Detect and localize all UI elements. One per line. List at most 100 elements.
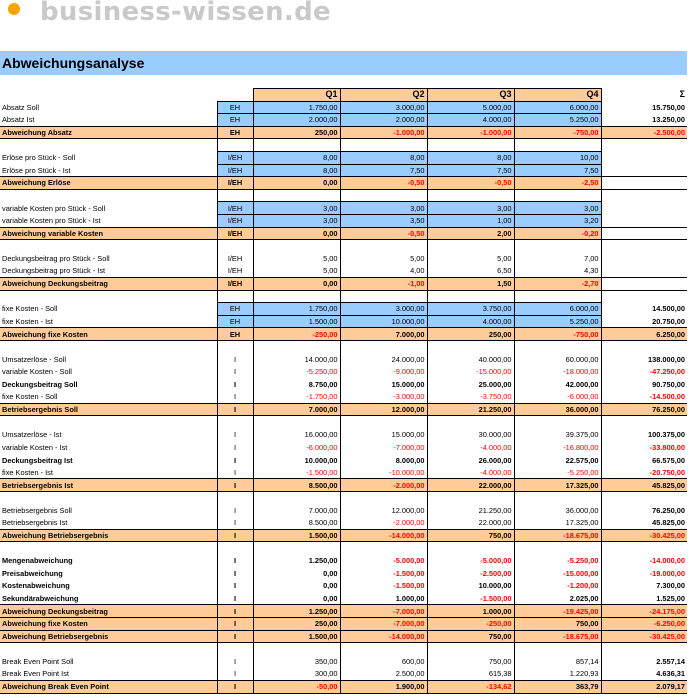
row-label: Mengenabweichung <box>2 556 73 566</box>
table-row: Sekundärabweichung I 0,00 1.000,00 -1.500,00… <box>0 592 687 605</box>
row-q4-value: 3,20 <box>513 213 602 228</box>
row-label: Kostenabweichung <box>2 581 70 591</box>
table-row: Betriebsergebnis Ist I 8.500,00 -2.000,00 22… <box>0 516 687 530</box>
row-unit: I <box>216 516 254 530</box>
spacer-cell <box>0 643 217 656</box>
row-q3-value: 10.000,00 <box>426 579 515 593</box>
row-q4-value: 42.000,00 <box>513 378 602 391</box>
row-unit: I/EH <box>216 252 254 265</box>
table-row: Abweichung Deckungsbeitrag I/EH 0,00 -1,00 1… <box>0 276 687 291</box>
spacer-cell <box>339 491 428 505</box>
spacer-row <box>0 138 687 152</box>
row-unit: EH <box>216 125 254 140</box>
row-q2-value: -7.000,00 <box>339 604 428 618</box>
row-q2-value: 3.000,00 <box>339 302 428 316</box>
analysis-table: Q1 Q2 Q3 Q4 Σ Absatz Soll EH 1.750,00 3.000… <box>0 88 687 694</box>
table-row: Deckungsbeitrag pro Stück - Soll I/EH 5,00… <box>0 252 687 265</box>
row-q2-value: 12.000,00 <box>339 402 428 417</box>
row-label: Abweichung Absatz <box>0 125 217 140</box>
row-q1-value: 8.500,00 <box>252 516 341 530</box>
row-label: Break Even Point Ist <box>2 669 69 679</box>
spacer-cell <box>601 340 687 353</box>
row-label: Abweichung Deckungsbeitrag <box>0 604 217 618</box>
row-label: Deckungsbeitrag Soll <box>2 379 78 389</box>
row-q3-value: 750,00 <box>426 629 515 644</box>
row-q3-value: 5.000,00 <box>426 100 515 115</box>
row-q2-value: 600,00 <box>339 655 428 668</box>
row-unit: I <box>216 528 254 543</box>
table-row: Erlöse pro Stück - Ist I/EH 8,00 7,50 7,50 7,… <box>0 163 687 178</box>
row-q2-value: -1.000,00 <box>339 125 428 140</box>
spacer-cell <box>252 290 341 303</box>
spacer-cell <box>0 416 217 429</box>
row-sum-value: 100.375,00 <box>648 430 685 440</box>
row-q2-value: -1,00 <box>339 276 428 291</box>
spacer-cell <box>0 290 217 303</box>
spacer-cell <box>426 415 515 429</box>
row-q4-value: -19.425,00 <box>513 604 602 618</box>
row-q3-value: -0,50 <box>426 176 515 190</box>
spacer-cell <box>601 643 687 656</box>
header-q4: Q4 <box>513 88 602 102</box>
row-q1-value: 350,00 <box>252 655 341 668</box>
row-q4-value: 750,00 <box>513 616 602 631</box>
row-unit: I <box>216 428 254 442</box>
row-q2-value: 4,00 <box>339 264 428 278</box>
row-q2-value: -5.000,00 <box>339 554 428 568</box>
row-q2-value: 15.000,00 <box>339 378 428 391</box>
row-q3-value: 5,00 <box>426 252 515 265</box>
row-q4-value: 60.000,00 <box>513 352 602 366</box>
table-row: Abweichung Absatz EH 250,00 -1.000,00 -1.000… <box>0 125 687 140</box>
table-row: Betriebsergebnis Soll I 7.000,00 12.000,00 2… <box>0 402 687 417</box>
row-sum-value: 45.825,00 <box>601 478 687 492</box>
table-row: Abweichung Deckungsbeitrag I 1.250,00 -7.00… <box>0 604 687 618</box>
row-label: variable Kosten pro Stück - Ist <box>2 215 101 225</box>
table-row: Abweichung Break Even Point I -50,00 1.900,… <box>0 679 687 694</box>
row-q3-value: 750,00 <box>426 655 515 668</box>
row-unit: I <box>216 554 254 568</box>
row-q3-value: 1,50 <box>426 276 515 291</box>
row-q4-value: -18.675,00 <box>513 629 602 644</box>
row-label: Umsatzerlöse - Ist <box>2 430 62 440</box>
row-q4-value: 5.250,00 <box>513 113 602 127</box>
row-unit: I/EH <box>216 163 254 178</box>
row-sum-value <box>601 151 687 164</box>
spacer-row <box>0 415 687 429</box>
row-q2-value: 3,50 <box>339 213 428 228</box>
spacer-cell <box>252 541 341 555</box>
row-sum-value: 76.250,00 <box>652 505 685 515</box>
row-q4-value: 2.025,00 <box>513 592 602 605</box>
table-row: Abweichung fixe Kosten I 250,00 -7.000,00 -2… <box>0 616 687 631</box>
row-q4-value: -15.000,00 <box>513 567 602 580</box>
spacer-cell <box>513 189 602 202</box>
row-q4-value: -5.250,00 <box>513 554 602 568</box>
row-q4-value: 857,14 <box>513 655 602 668</box>
spacer-cell <box>513 491 602 505</box>
row-unit: I <box>216 667 254 681</box>
row-label: Erlöse pro Stück - Ist <box>2 165 71 175</box>
table-row: Break Even Point Soll I 350,00 600,00 750,00… <box>0 655 687 668</box>
row-unit: I <box>216 478 254 492</box>
table-row: Betriebsergebnis Soll I 7.000,00 12.000,00 2… <box>0 504 687 517</box>
row-q3-value: 8,00 <box>426 150 515 165</box>
row-q3-value: 26.000,00 <box>426 453 515 467</box>
spacer-cell <box>0 189 217 202</box>
row-q1-value: 5,00 <box>252 252 341 265</box>
table-row: Preisabweichung I 0,00 -1.500,00 -2.500,00 -1… <box>0 567 687 580</box>
row-sum-value: -33.800,00 <box>649 442 685 452</box>
row-unit: I <box>216 679 254 694</box>
spacer-cell <box>339 239 428 253</box>
spacer-cell <box>513 138 602 152</box>
header-label-cell <box>0 89 217 102</box>
row-q3-value: 615,38 <box>426 667 515 681</box>
row-label: Betriebsergebnis Ist <box>0 478 217 492</box>
row-q1-value: 8.750,00 <box>252 378 341 391</box>
row-q1-value: 3,00 <box>252 213 341 228</box>
row-unit: EH <box>216 100 254 115</box>
spacer-cell <box>426 340 515 353</box>
row-unit: I <box>216 390 254 404</box>
row-label: Absatz Soll <box>2 102 39 112</box>
row-q1-value: 0,00 <box>252 567 341 580</box>
spacer-row <box>0 642 687 656</box>
row-q1-value: 16.000,00 <box>252 428 341 442</box>
